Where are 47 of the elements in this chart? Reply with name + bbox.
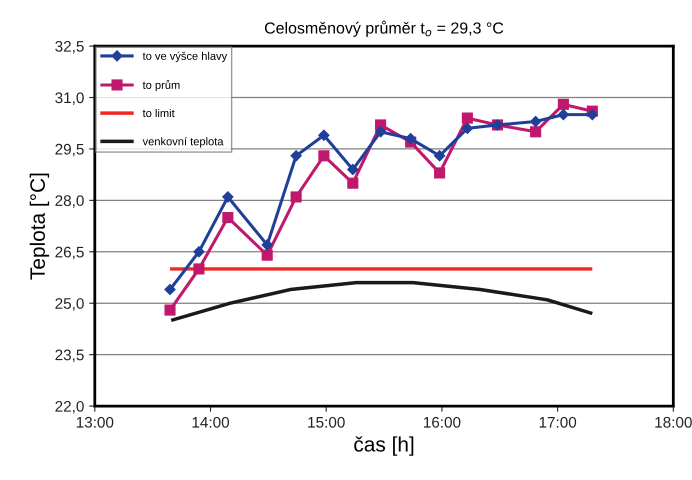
point (222, 191, 234, 203)
y-tick-label: 25,0 (55, 298, 84, 311)
x-tick-label: 17:00 (540, 416, 576, 428)
legend-label: to ve výšce hlavy (142, 52, 228, 62)
y-tick-label: 23,5 (55, 350, 84, 362)
y-axis-title: Teplota [°C] (30, 174, 50, 280)
x-tick-label: 16:00 (424, 416, 460, 428)
y-tick-label: 31,0 (55, 92, 84, 105)
point (347, 178, 358, 189)
point (164, 284, 176, 296)
chart-title: Celosměnový průměr t$_{o}$ = 29,3 °C (264, 20, 504, 37)
y-tick-label: 22,0 (55, 400, 84, 414)
point (558, 98, 569, 110)
y-tick-label: 28,0 (55, 195, 84, 208)
point (462, 122, 473, 134)
point (586, 109, 598, 120)
line-series (169, 280, 594, 322)
point (462, 112, 473, 124)
legend-label: venkovní teplota (142, 137, 224, 148)
point (347, 164, 358, 176)
point (290, 191, 302, 202)
point (318, 130, 330, 141)
point (434, 150, 446, 162)
x-tick-label: 14:00 (192, 416, 230, 428)
legend-label: to prům (142, 80, 180, 92)
x-tick-label: 18:00 (655, 416, 692, 428)
point (193, 263, 204, 274)
y-tick-label: 26,5 (55, 246, 84, 260)
point (164, 304, 176, 316)
y-tick-label: 32,5 (55, 40, 84, 54)
x-axis-title: čas [h] (354, 436, 414, 456)
x-tick-label: 13:00 (76, 416, 114, 428)
point (262, 239, 273, 251)
point (193, 246, 205, 258)
y-tick-label: 29,5 (55, 144, 84, 156)
legend-label: to limit (142, 108, 175, 118)
point (290, 150, 302, 162)
point (530, 126, 542, 138)
point (318, 150, 330, 162)
point (558, 109, 570, 120)
point (262, 250, 273, 261)
x-tick-label: 15:00 (308, 416, 345, 428)
point (434, 167, 446, 178)
point (530, 116, 542, 128)
point (405, 133, 416, 144)
point (222, 212, 234, 224)
point (374, 126, 386, 138)
